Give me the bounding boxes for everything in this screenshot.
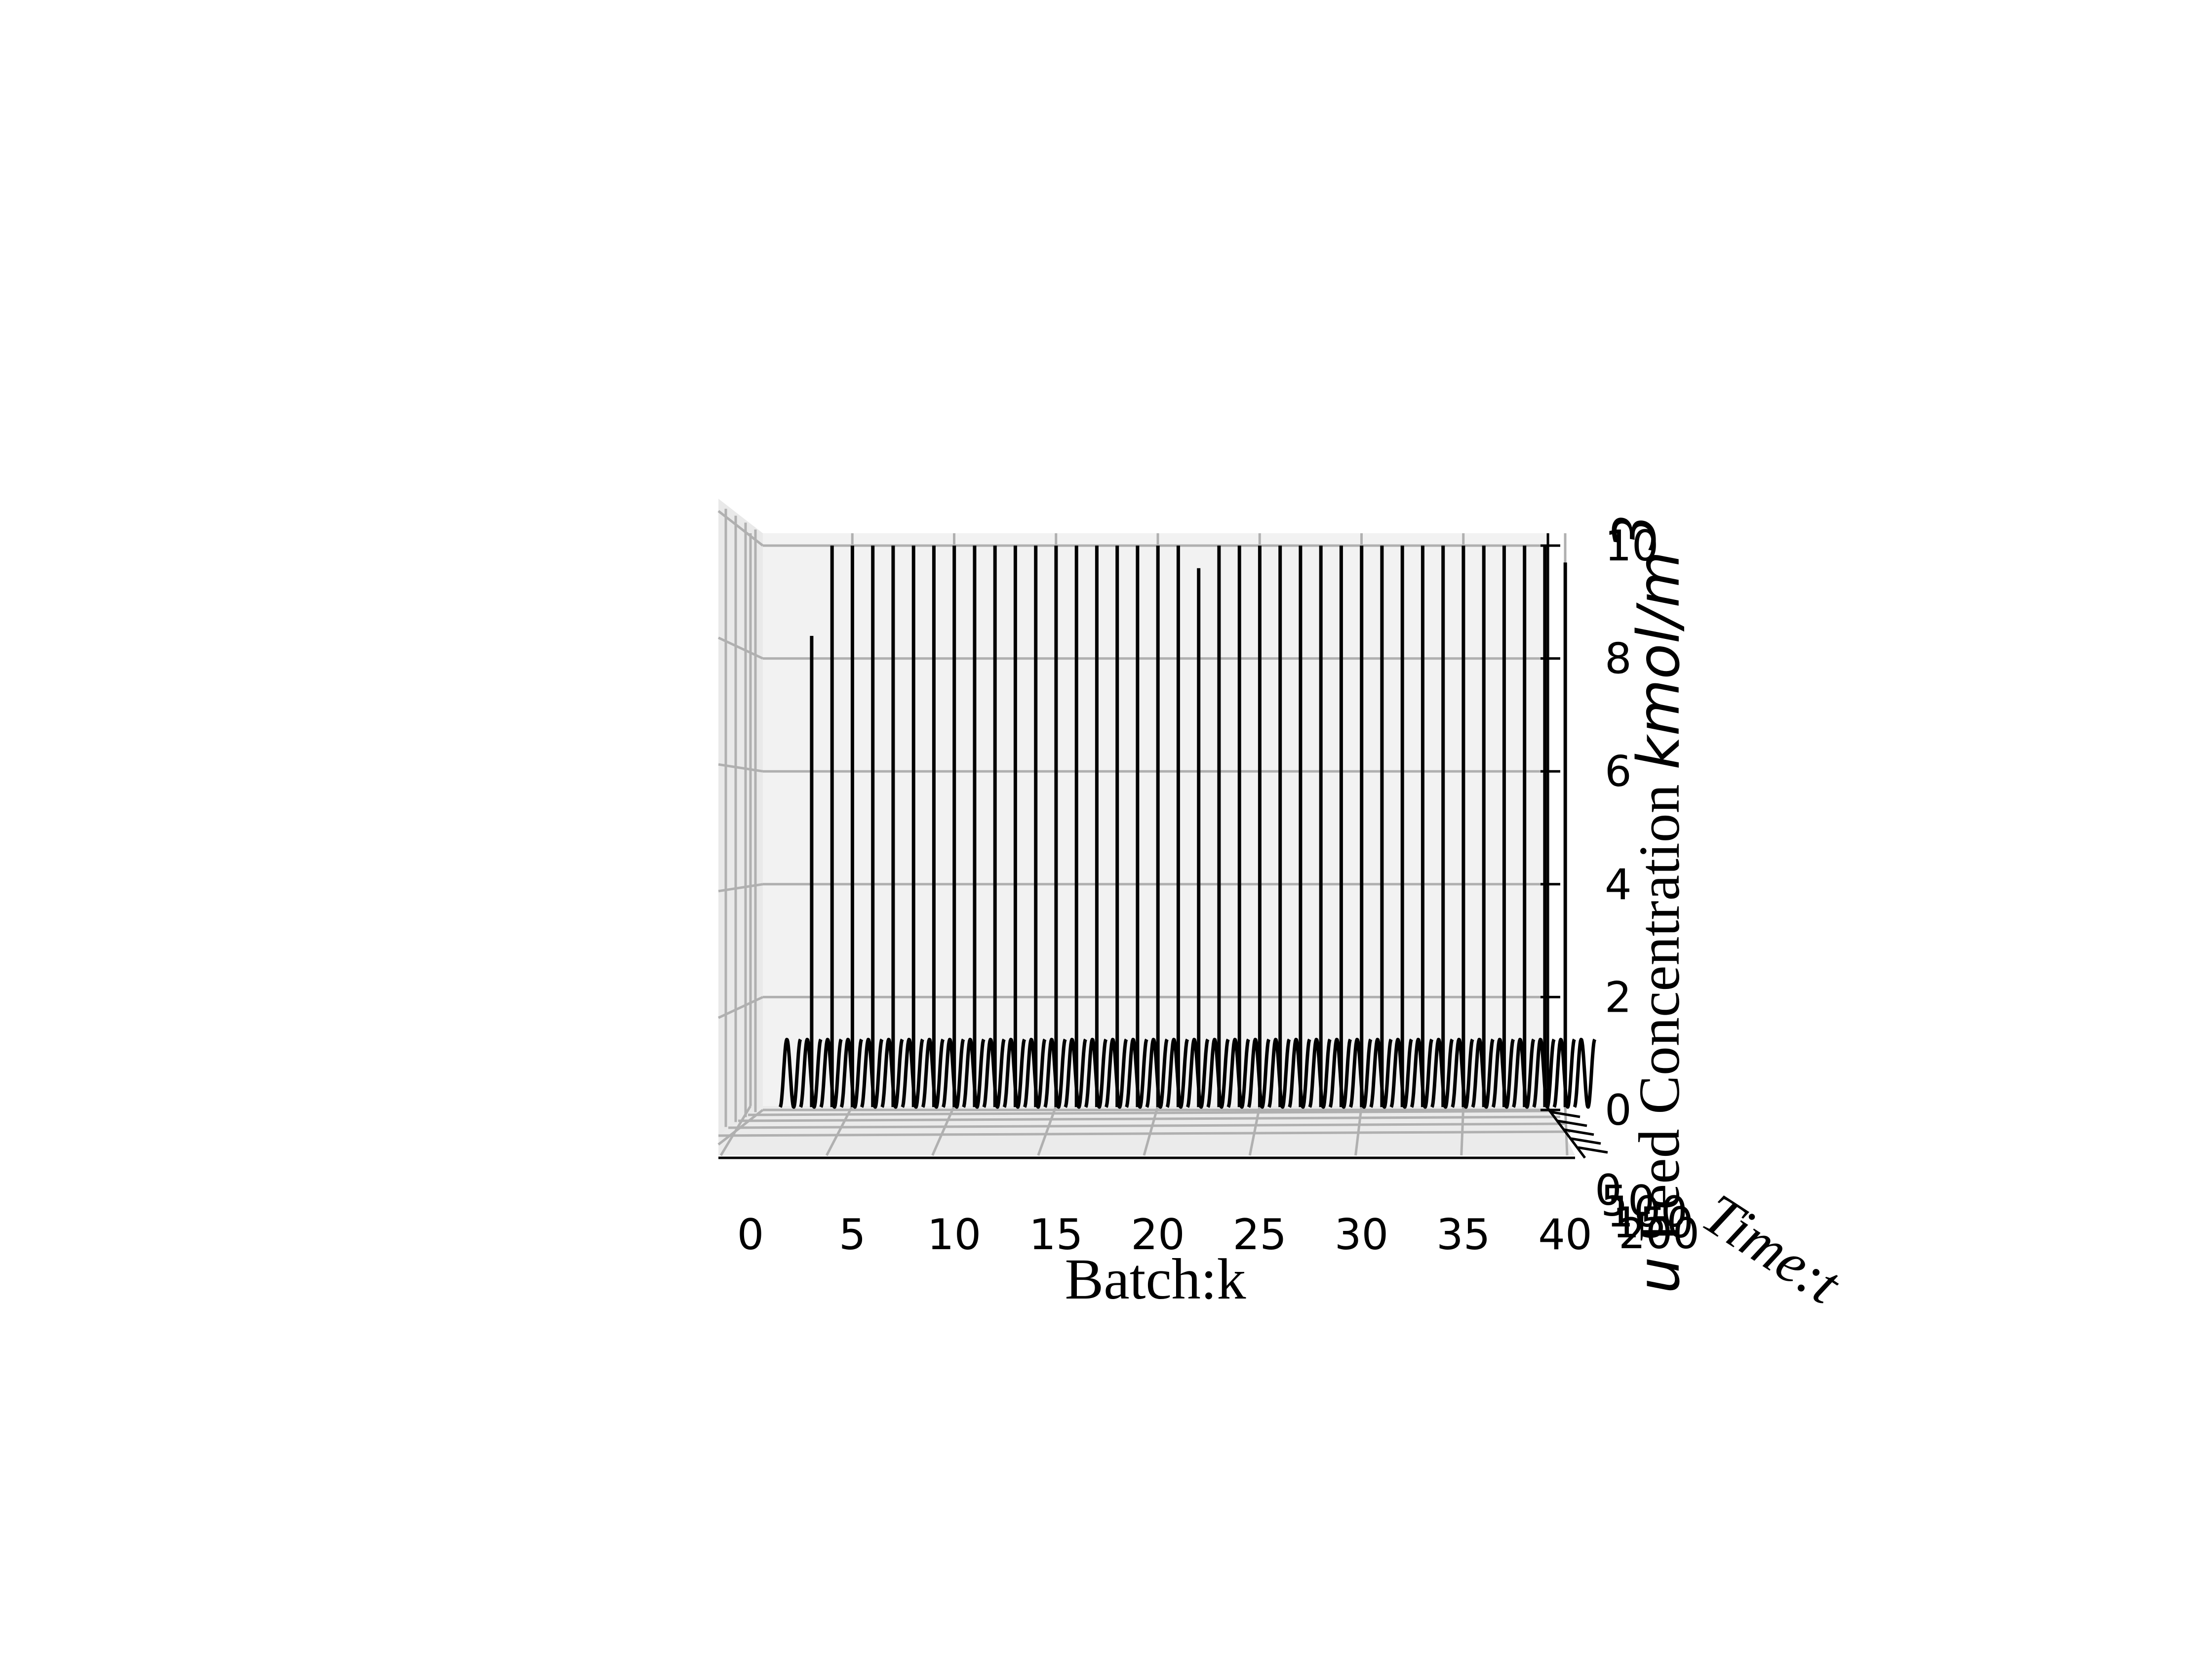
y-tick-label: 200 [1619,1209,1699,1259]
floor-gridline [1460,1106,1465,1156]
y-axis-label: Time:t [1692,1181,1853,1317]
batch-line [1125,546,1148,1109]
y-tick-mark [1550,1110,1580,1118]
y-tick-label: 150 [1613,1198,1694,1248]
floor-gridline [1248,1106,1261,1156]
x-tick-label: 5 [839,1210,866,1260]
x-axis-label: Batch:k [1065,1247,1246,1311]
y-tick-label: 50 [1601,1177,1655,1226]
x-tick-label: 0 [737,1210,764,1260]
batch-line [1064,546,1087,1109]
batch-line [941,546,965,1109]
z-tick-label: 2 [1605,973,1632,1022]
y-tick-mark [1571,1137,1601,1145]
batch-line [962,546,986,1109]
batch-line [1430,546,1454,1109]
floor-gridline [728,1122,1566,1129]
batch-line [880,546,904,1109]
batch-line [1104,546,1128,1109]
batch-line [1552,562,1576,1109]
y-tick-label: 100 [1607,1187,1688,1237]
z-tick-label: 8 [1605,634,1632,684]
y-tick-label: 0 [1595,1166,1622,1215]
batch-line [778,1037,802,1109]
batch-line [839,546,864,1109]
z-tick-label: 4 [1605,860,1632,909]
batch-line [1369,546,1393,1109]
x-tick-label: 10 [927,1210,981,1260]
z-tick-label: 0 [1605,1086,1632,1135]
z-tick-label: 10 [1605,521,1659,571]
batch-line [860,546,884,1109]
floor-gridline [1143,1106,1159,1156]
batch-line [1573,1037,1597,1109]
z-tick-label: 6 [1605,747,1632,796]
batch-line [1267,546,1291,1109]
x-tick-label: 40 [1538,1210,1592,1260]
z-axis-label-exponent: 3 [1601,514,1669,551]
batch-line [1511,546,1536,1109]
z-axis-label-u: u [1624,1257,1693,1294]
y-tick-mark [1578,1146,1608,1154]
chart-series [778,546,1597,1109]
batch-line [1308,546,1332,1109]
batch-line [1165,546,1189,1109]
floor-gridline [738,1115,1561,1122]
batch-line [1410,546,1434,1109]
batch-line [982,546,1006,1109]
batch-line [901,546,924,1109]
z-axis-label-unit: kmol/m [1624,551,1693,770]
batch-line [1348,546,1373,1109]
x-tick-label: 25 [1233,1210,1287,1260]
x-tick-label: 35 [1436,1210,1490,1260]
batch-line [921,546,945,1109]
batch-line [1491,546,1515,1109]
batch-line [1145,546,1169,1109]
batch-line [1389,546,1413,1109]
batch-line [1084,546,1108,1109]
batch-line [1288,546,1311,1109]
floor-gridline [748,1109,1556,1116]
batch-line [1185,568,1210,1109]
batch-line [1226,546,1250,1109]
y-tick-mark [1557,1119,1587,1127]
batch-line [1532,546,1556,1109]
z-axis-label-feed: Feed Concentration [1627,770,1692,1257]
x-tick-label: 30 [1335,1210,1388,1260]
batch-line [1043,546,1067,1109]
batch-line [1471,546,1495,1109]
floor-gridline [718,1130,1571,1137]
y-tick-mark [1564,1128,1594,1136]
batch-line [1023,546,1047,1109]
batch-line [1002,546,1027,1109]
batch-line [819,546,843,1109]
z-axis-label: u Feed Concentration kmol/m3 [1601,514,1693,1294]
y-axis-line [1547,1107,1586,1159]
x-tick-label: 20 [1131,1210,1185,1260]
floor-gridline [1354,1106,1363,1156]
batch-line [799,635,823,1109]
batch-line [1451,546,1474,1109]
batch-line [1328,546,1352,1109]
batch-line [1206,546,1230,1109]
x-tick-label: 15 [1029,1210,1083,1260]
batch-line [1247,546,1271,1109]
chart-axes [718,533,1608,1159]
